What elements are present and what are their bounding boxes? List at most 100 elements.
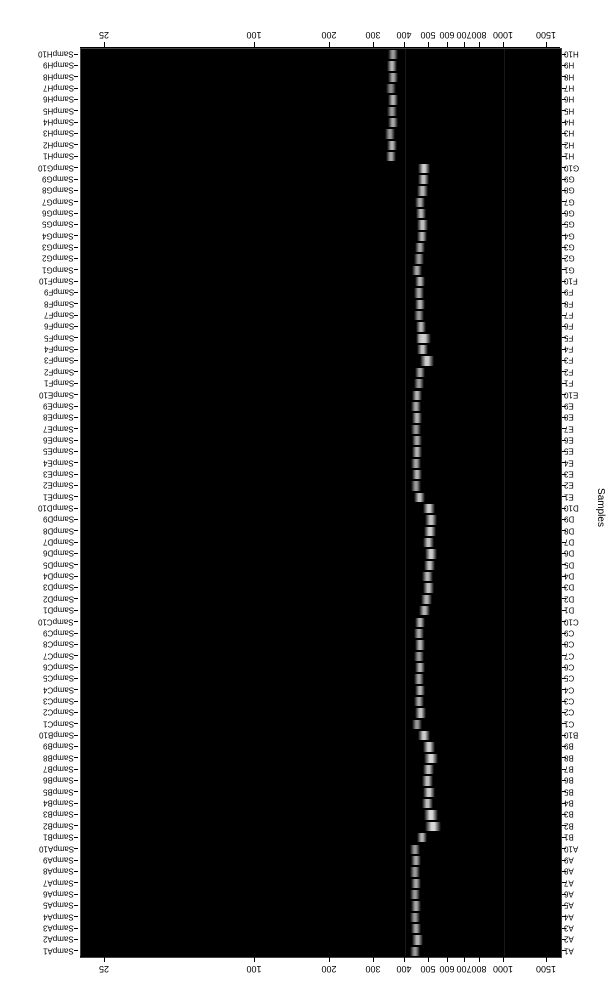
lane-label-left: SampC10: [38, 616, 74, 627]
lane-tick: [74, 712, 78, 713]
gel-band: [422, 799, 433, 808]
lane-tick: [562, 462, 566, 463]
lane-label-left: SampF5: [44, 332, 74, 343]
lane-tick: [74, 485, 78, 486]
lane-tick: [74, 428, 78, 429]
gel-band: [411, 924, 421, 933]
lane-tick: [562, 496, 566, 497]
lane-tick: [74, 576, 78, 577]
lane-label-right: H10: [564, 48, 579, 59]
gel-lane: [81, 889, 561, 900]
lane-tick: [562, 530, 566, 531]
gel-lane: [81, 571, 561, 582]
gel-lane: [81, 741, 561, 752]
gel-lane: [81, 775, 561, 786]
lane-tick: [74, 496, 78, 497]
lane-tick: [562, 76, 566, 77]
lane-tick: [74, 99, 78, 100]
axis-tick-label: 300: [361, 30, 385, 40]
lane-label-left: SampH3: [43, 127, 74, 138]
gel-band: [415, 368, 425, 377]
gel-band: [421, 595, 432, 604]
gel-lane: [81, 174, 561, 185]
gel-band: [414, 379, 424, 388]
lane-label-left: SampD7: [43, 536, 74, 547]
lane-tick: [74, 394, 78, 395]
lane-label-left: SampD2: [43, 593, 74, 604]
lane-tick: [74, 814, 78, 815]
gel-lane: [81, 401, 561, 412]
axis-tick-label: 400: [392, 30, 416, 40]
lane-label-left: SampH2: [43, 139, 74, 150]
lane-label-right: E10: [564, 389, 578, 400]
axis-tick-label: 800: [467, 964, 491, 974]
gel-lane: [81, 537, 561, 548]
lane-tick: [562, 655, 566, 656]
gel-band: [388, 73, 398, 82]
lane-tick: [562, 474, 566, 475]
lane-label-left: SampF1: [44, 377, 74, 388]
gel-band: [425, 822, 441, 831]
lane-tick: [74, 133, 78, 134]
lane-tick: [74, 326, 78, 327]
lane-tick: [74, 644, 78, 645]
gel-lane: [81, 435, 561, 446]
lane-tick: [562, 621, 566, 622]
lane-tick: [562, 235, 566, 236]
lane-tick: [74, 598, 78, 599]
gel-lane: [81, 310, 561, 321]
lane-tick: [74, 621, 78, 622]
gel-lane: [81, 412, 561, 423]
lane-tick: [74, 371, 78, 372]
gel-lane: [81, 49, 561, 60]
lane-tick: [562, 281, 566, 282]
axis-tick-label: 200: [317, 30, 341, 40]
gel-lane: [81, 617, 561, 628]
lane-label-left: SampD10: [38, 502, 74, 513]
gel-band: [414, 629, 424, 638]
lane-tick: [562, 825, 566, 826]
lane-label-right: B10: [564, 729, 578, 740]
lane-label-left: SampA5: [43, 899, 74, 910]
lane-tick: [74, 474, 78, 475]
gel-lane: [81, 798, 561, 809]
lane-tick: [562, 337, 566, 338]
lane-label-left: SampG9: [42, 173, 74, 184]
lane-tick: [562, 712, 566, 713]
lane-tick: [562, 440, 566, 441]
gel-lane: [81, 253, 561, 264]
gel-lane: [81, 424, 561, 435]
lane-label-left: SampC3: [43, 695, 74, 706]
gel-band: [416, 209, 426, 218]
lane-label-left: SampG8: [42, 184, 74, 195]
lane-tick: [562, 860, 566, 861]
gel-band: [414, 674, 424, 683]
lane-tick: [562, 179, 566, 180]
gel-lane: [81, 321, 561, 332]
right-lane-labels: Samples H10H9H8H7H6H5H4H3H2H1G10G9G8G7G6…: [562, 48, 612, 956]
gel-lane: [81, 594, 561, 605]
lane-label-left: SampE4: [43, 457, 74, 468]
lane-tick: [562, 598, 566, 599]
lane-tick: [562, 428, 566, 429]
lane-label-left: SampH7: [43, 82, 74, 93]
lane-tick: [74, 667, 78, 668]
gel-lane: [81, 83, 561, 94]
lane-tick: [74, 655, 78, 656]
lane-tick: [74, 689, 78, 690]
lane-tick: [562, 201, 566, 202]
gel-band: [411, 879, 421, 888]
gel-band: [425, 515, 437, 524]
lane-label-left: SampB7: [43, 763, 74, 774]
lane-tick: [562, 485, 566, 486]
lane-tick: [74, 360, 78, 361]
lane-tick: [74, 417, 78, 418]
lane-tick: [562, 122, 566, 123]
gel-band: [412, 266, 422, 275]
gel-lane: [81, 639, 561, 650]
lane-label-left: SampE8: [43, 411, 74, 422]
gel-lane: [81, 548, 561, 559]
gel-lane: [81, 787, 561, 798]
gel-band: [417, 220, 428, 229]
left-lane-labels: SampH10SampH9SampH8SampH7SampH6SampH5Sam…: [0, 48, 78, 956]
